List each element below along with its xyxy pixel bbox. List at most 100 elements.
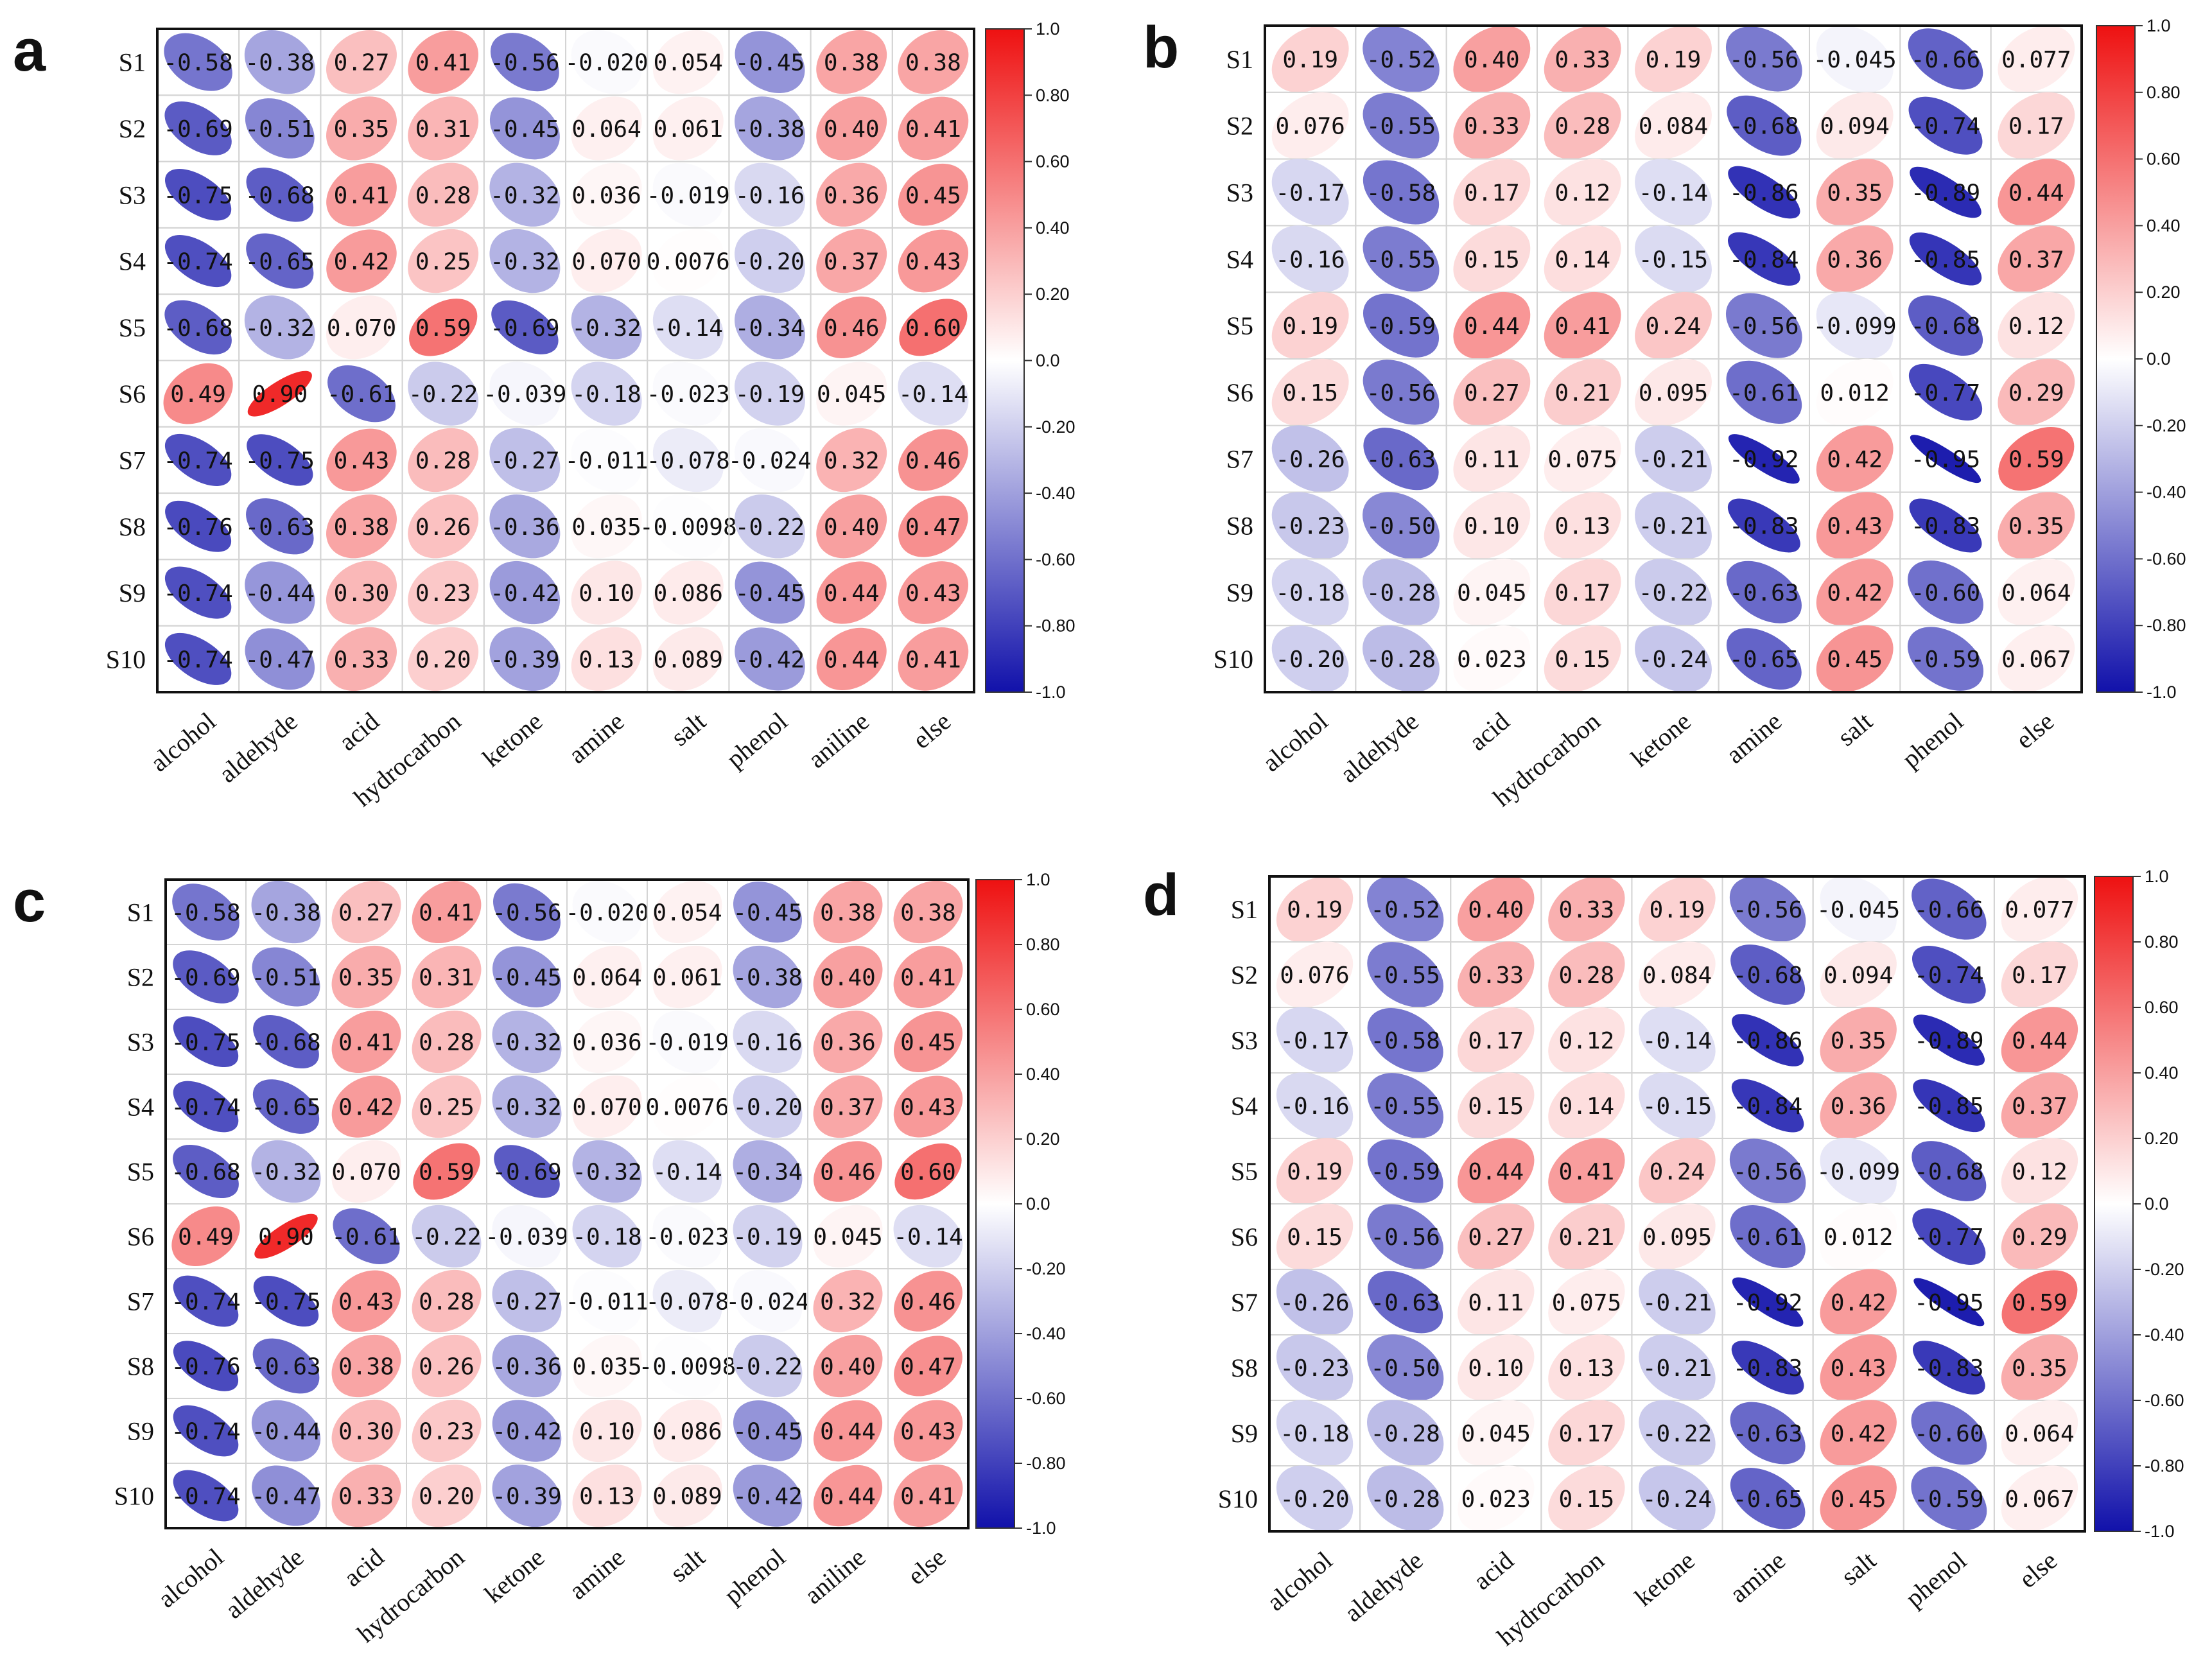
colorbar-tick-label: 0.20 <box>1026 1129 1060 1149</box>
row-label: S10 <box>114 1482 154 1511</box>
cell-value-label: 0.59 <box>2012 1290 2068 1316</box>
cell-value-label: -0.68 <box>1733 962 1802 989</box>
cell-value-label: 0.23 <box>415 580 471 607</box>
cell-value-label: -0.38 <box>245 50 315 76</box>
cell-value-label: -0.20 <box>733 1095 802 1121</box>
cell-value-label: -0.18 <box>571 381 641 408</box>
heatmap-cell: 0.41 <box>887 1463 969 1529</box>
heatmap-cell: -0.011 <box>565 1268 649 1334</box>
cell-value-label: 0.15 <box>1554 647 1610 673</box>
correlation-ellipse <box>1998 559 2075 626</box>
cell-value-label: -0.95 <box>1911 447 1980 473</box>
cell-value-label: 0.13 <box>1554 514 1610 540</box>
correlation-ellipse <box>1912 946 1986 1004</box>
colorbar-tick-label: 0.40 <box>2147 216 2181 235</box>
correlation-ellipse <box>1458 941 1535 1008</box>
heatmap-cell: -0.77 <box>1899 358 1992 426</box>
colorbar-tick-label: 1.0 <box>1026 870 1050 889</box>
correlation-ellipse <box>244 295 315 360</box>
heatmap-cell: 0.061 <box>647 94 730 162</box>
colorbar-tick-label: 0.40 <box>2145 1063 2179 1083</box>
cell-value-label: 0.40 <box>820 1354 876 1380</box>
cell-value-label: -0.56 <box>1729 47 1798 73</box>
cell-value-label: -0.66 <box>1914 897 1983 923</box>
column-label: phenol <box>1896 706 1968 773</box>
cell-value-label: 0.064 <box>572 965 641 991</box>
correlation-ellipse <box>816 561 887 624</box>
heatmap-cell: 0.0076 <box>645 1074 729 1140</box>
colorbar-tick-label: -0.80 <box>2147 616 2186 635</box>
heatmap-cell: 0.40 <box>810 492 893 561</box>
heatmap-cell: 0.47 <box>887 1333 969 1399</box>
cell-value-label: 0.38 <box>338 1354 394 1380</box>
correlation-ellipse <box>1363 492 1440 559</box>
cell-value-label: 0.41 <box>338 1030 394 1056</box>
heatmap-cell: 0.44 <box>1445 291 1538 360</box>
cell-value-label: 0.44 <box>1468 1159 1524 1185</box>
correlation-ellipse <box>816 627 887 690</box>
plot-frame <box>156 28 975 693</box>
column-label: acid <box>338 1542 389 1592</box>
row-label: S2 <box>1231 961 1258 989</box>
heatmap-cell: -0.45 <box>727 879 808 945</box>
heatmap-cell: 0.077 <box>1993 876 2086 943</box>
correlation-ellipse <box>898 495 968 557</box>
row-label: S6 <box>1231 1222 1258 1251</box>
heatmap-cell: -0.55 <box>1355 91 1447 160</box>
heatmap-cell: -0.68 <box>238 161 322 229</box>
cell-value-label: 0.036 <box>571 182 641 209</box>
cell-value-label: 0.40 <box>1468 897 1524 923</box>
correlation-ellipse <box>1908 295 1983 356</box>
heatmap-panel-d: d 0.19 -0.52 0.40 0.33 0.19 -0.56 -0.045 -0.66 0.… <box>1143 862 2184 1651</box>
heatmap-cell: -0.60 <box>1903 1400 1995 1466</box>
cell-value-label: 0.095 <box>1642 1224 1712 1251</box>
cell-value-label: -0.42 <box>492 1419 561 1445</box>
correlation-ellipse <box>171 1206 240 1267</box>
correlation-ellipse <box>893 1011 963 1073</box>
colorbar-tick-label: 0.0 <box>2147 349 2171 369</box>
correlation-ellipse <box>1366 1334 1444 1401</box>
row-label: S1 <box>119 48 146 77</box>
colorbar-tick-label: -0.20 <box>1026 1259 1066 1278</box>
correlation-ellipse <box>1816 25 1894 93</box>
cell-value-label: -0.83 <box>1729 514 1798 540</box>
cell-value-label: 0.37 <box>2008 247 2064 273</box>
correlation-ellipse <box>173 1470 239 1522</box>
colorbar-tick-label: 0.40 <box>1026 1065 1060 1084</box>
correlation-ellipse <box>816 229 887 293</box>
correlation-ellipse <box>1271 92 1349 159</box>
correlation-ellipse <box>2001 941 2078 1008</box>
cell-value-label: -0.19 <box>735 381 805 408</box>
correlation-ellipse <box>1548 1007 1625 1074</box>
cell-value-label: 0.90 <box>252 381 308 408</box>
correlation-ellipse <box>326 96 397 161</box>
correlation-ellipse <box>173 1081 239 1133</box>
cell-value-label: -0.83 <box>1733 1355 1802 1382</box>
heatmap-cell: -0.024 <box>726 1268 810 1334</box>
heatmap-cell: 0.33 <box>1445 91 1538 160</box>
heatmap-cell: 0.17 <box>1445 158 1538 227</box>
heatmap-cell: 0.070 <box>326 1138 407 1205</box>
heatmap-cell: 0.12 <box>1993 1138 2086 1205</box>
correlation-ellipse <box>331 945 401 1009</box>
correlation-ellipse <box>1639 1007 1716 1074</box>
cell-value-label: 0.42 <box>1827 447 1883 473</box>
cell-value-label: -0.74 <box>171 1419 240 1445</box>
correlation-ellipse <box>1276 876 1354 943</box>
cell-value-label: -0.66 <box>1911 47 1980 73</box>
column-label: salt <box>665 706 711 751</box>
correlation-ellipse <box>652 295 724 360</box>
row-label: S3 <box>1226 178 1253 207</box>
heatmap-cell: -0.019 <box>647 161 730 229</box>
heatmap-cell: -0.77 <box>1903 1203 1995 1270</box>
cell-value-label: 0.086 <box>654 580 723 607</box>
heatmap-cell: 0.19 <box>1631 876 1723 943</box>
cell-value-label: 0.20 <box>419 1484 475 1510</box>
correlation-ellipse <box>326 494 397 559</box>
correlation-ellipse <box>1544 92 1621 159</box>
correlation-ellipse <box>1635 25 1712 93</box>
cell-value-label: -0.92 <box>1733 1290 1802 1316</box>
colorbar-tick-label: 1.0 <box>1036 19 1060 39</box>
heatmap-cell: 0.45 <box>1809 625 1901 693</box>
cell-value-label: 0.086 <box>652 1419 722 1445</box>
